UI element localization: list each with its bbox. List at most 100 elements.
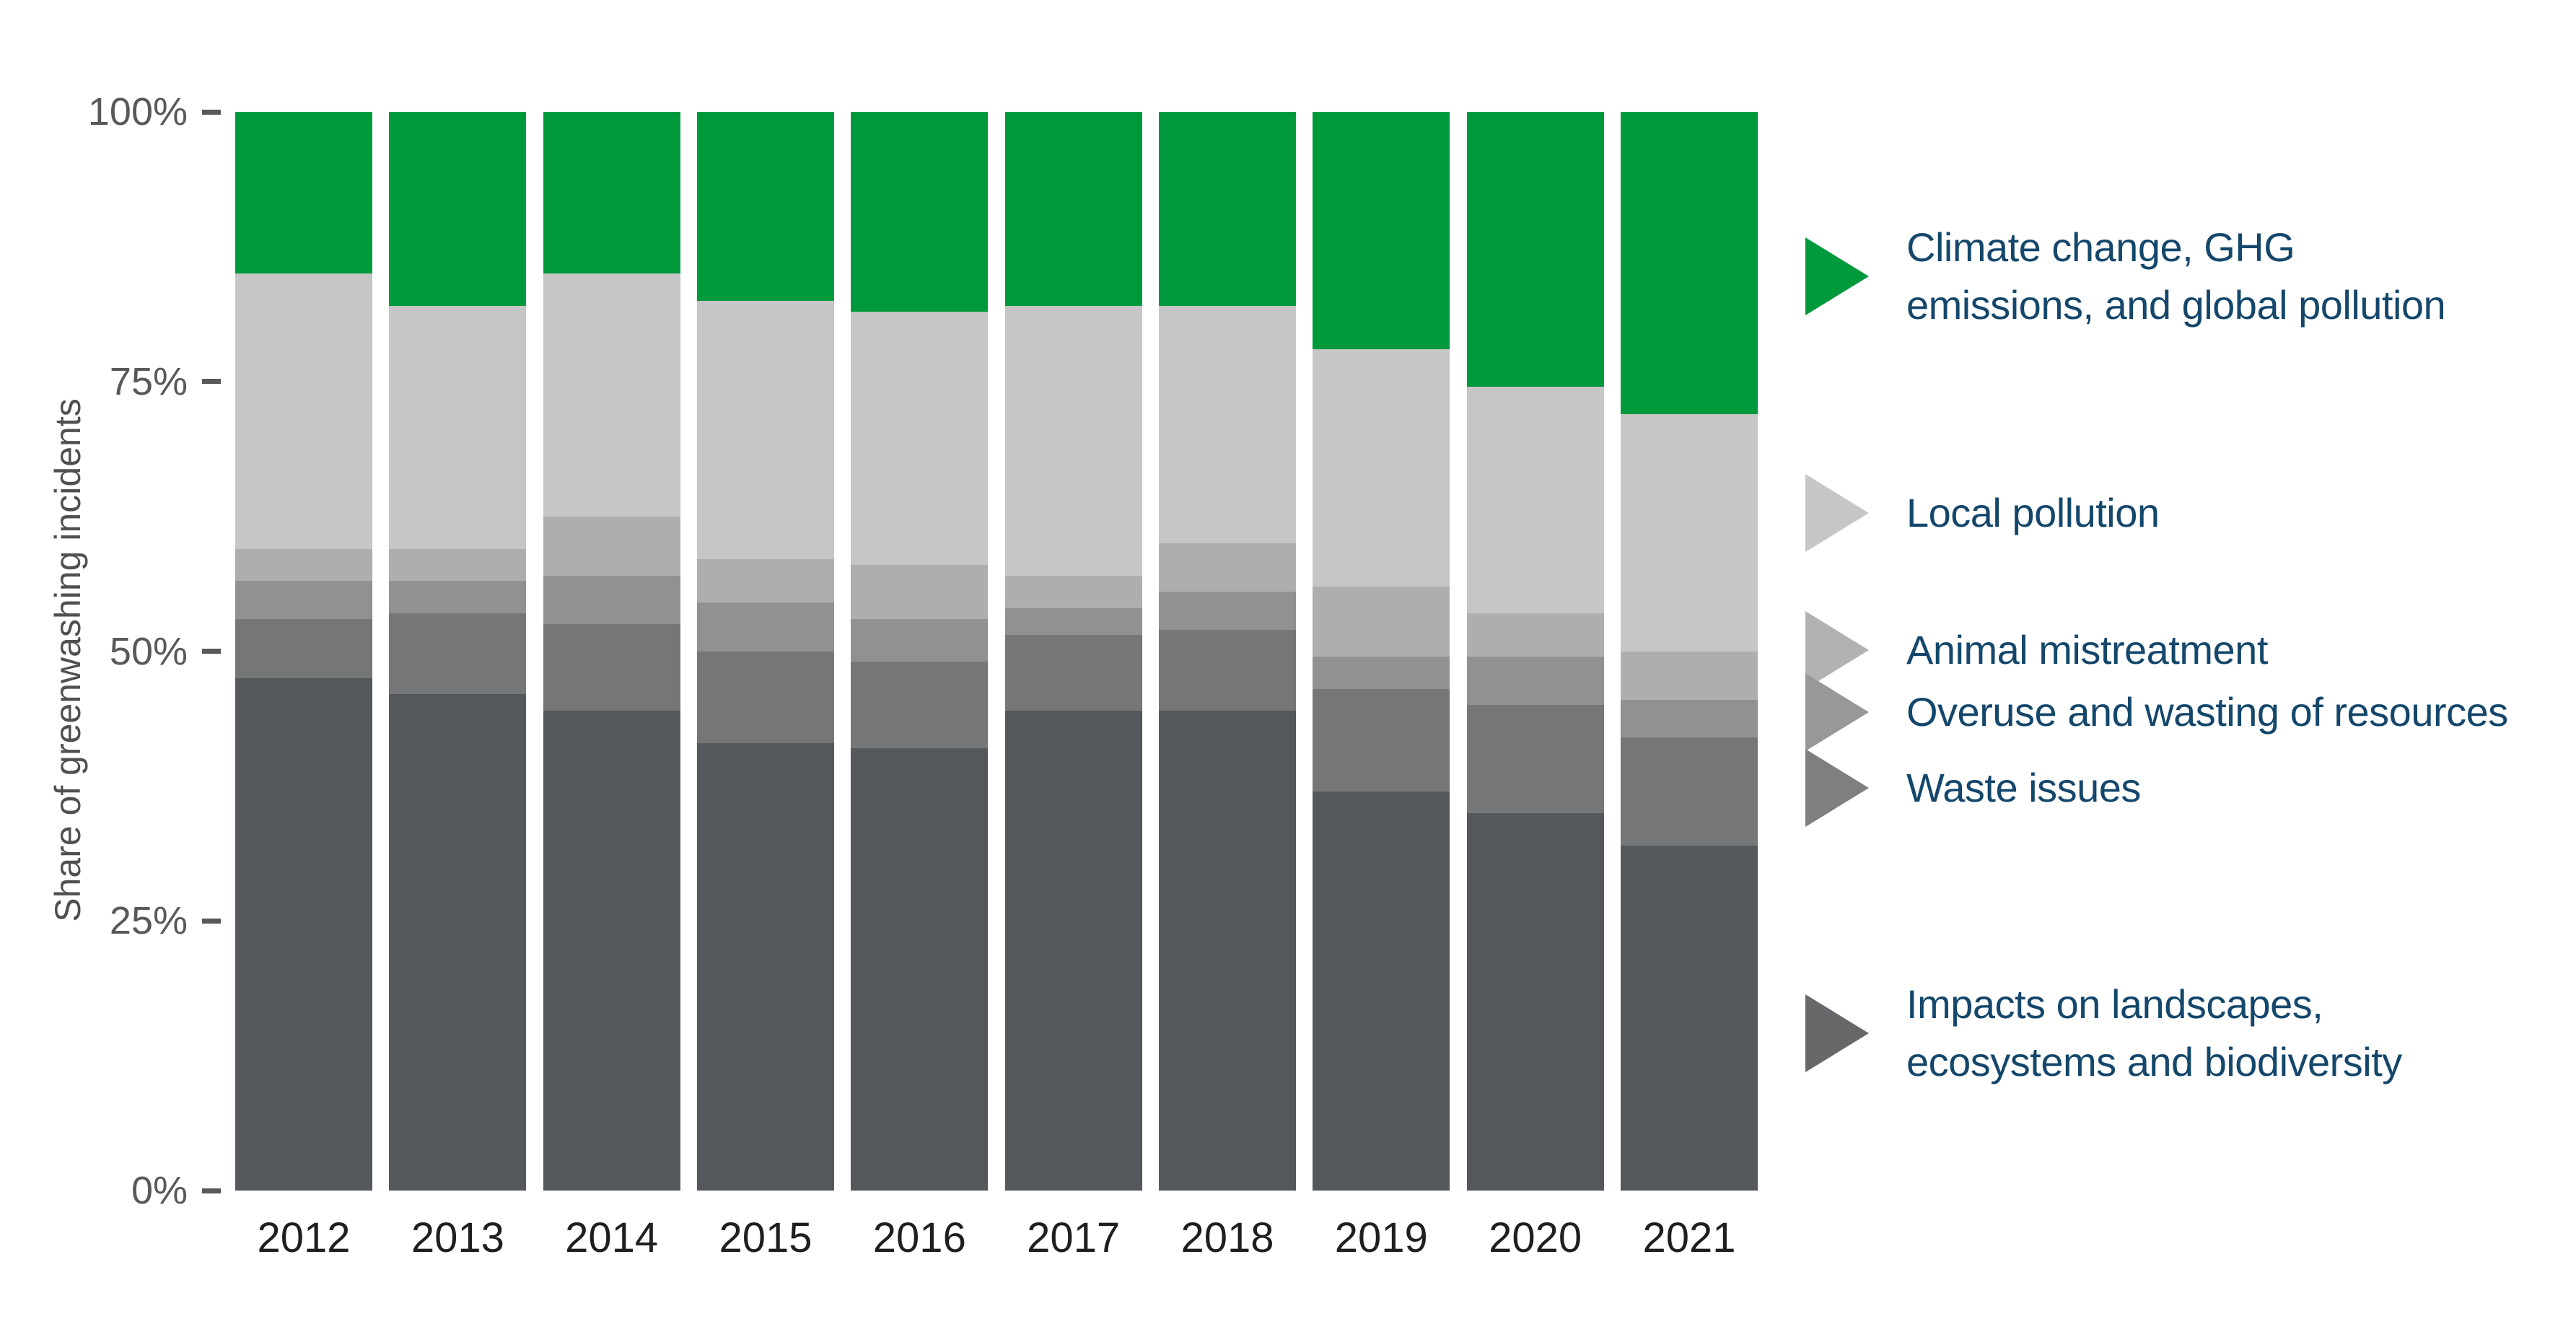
bar-segment — [1466, 705, 1604, 813]
bar-segment — [851, 311, 989, 565]
y-tick-25: 25% — [0, 898, 221, 943]
bar-segment — [543, 273, 680, 517]
bar-segment — [1620, 651, 1758, 700]
bar-segment — [235, 112, 372, 274]
bar-segment — [851, 564, 989, 619]
bar-segment — [1313, 112, 1450, 349]
bar-segment — [851, 618, 989, 662]
legend-triangle-icon — [1805, 673, 1869, 751]
legend-item: Impacts on landscapes, ecosystems and bio… — [1805, 976, 2402, 1091]
y-tick-50: 50% — [0, 629, 221, 674]
x-label-2015: 2015 — [719, 1214, 812, 1261]
x-label-2014: 2014 — [565, 1214, 659, 1261]
bar-segment — [1313, 657, 1450, 689]
y-tick-mark — [202, 379, 221, 385]
y-tick-75: 75% — [0, 359, 221, 404]
legend-label-line: Waste issues — [1906, 765, 2141, 810]
legend-label-line: Overuse and wasting of resources — [1906, 689, 2508, 735]
bar-2018 — [1158, 112, 1296, 1191]
bar-segment — [389, 694, 527, 1191]
bar-segment — [1004, 635, 1142, 711]
legend-label-line: Animal mistreatment — [1906, 627, 2268, 672]
bar-segment — [1158, 112, 1296, 307]
bar-segment — [235, 581, 372, 619]
x-label-2018: 2018 — [1180, 1214, 1274, 1261]
bar-segment — [235, 273, 372, 549]
bar-segment — [1313, 791, 1450, 1191]
legend-triangle-icon — [1805, 749, 1869, 827]
bar-segment — [1004, 112, 1142, 307]
bar-segment — [1466, 387, 1604, 614]
legend-label-line: ecosystems and biodiversity — [1906, 1039, 2402, 1084]
legend-item: Overuse and wasting of resources — [1805, 673, 2508, 751]
bar-segment — [1158, 710, 1296, 1191]
y-tick-label: 50% — [109, 629, 188, 673]
y-tick-label: 100% — [87, 90, 188, 133]
bar-segment — [851, 748, 989, 1191]
legend-triangle-icon — [1805, 994, 1869, 1072]
bar-2016 — [851, 112, 989, 1191]
legend-label: Impacts on landscapes, ecosystems and bio… — [1906, 976, 2402, 1091]
bar-2020 — [1466, 112, 1604, 1191]
x-label-2019: 2019 — [1334, 1214, 1428, 1261]
x-label-2017: 2017 — [1027, 1214, 1121, 1261]
bar-segment — [1466, 613, 1604, 657]
bar-segment — [1158, 629, 1296, 711]
bar-segment — [1466, 812, 1604, 1191]
legend-item: Local pollution — [1805, 474, 2160, 552]
x-label-2020: 2020 — [1489, 1214, 1582, 1261]
bar-segment — [696, 602, 834, 652]
legend-triangle-icon — [1805, 237, 1869, 315]
x-label-2013: 2013 — [411, 1214, 504, 1261]
legend-label: Climate change, GHG emissions, and global… — [1906, 219, 2446, 334]
legend-label: Waste issues — [1906, 759, 2141, 817]
bar-segment — [235, 548, 372, 582]
legend-label-line: Impacts on landscapes, — [1906, 981, 2323, 1027]
y-tick-mark — [202, 1188, 221, 1193]
x-label-2012: 2012 — [257, 1214, 351, 1261]
bar-segment — [389, 548, 527, 582]
legend-item: Waste issues — [1805, 749, 2141, 827]
x-axis-labels: 2012 2013 2014 2015 2016 2017 2018 2019 2020 2021 — [235, 1214, 1758, 1262]
bar-segment — [1158, 543, 1296, 592]
bar-2017 — [1004, 112, 1142, 1191]
y-tick-0: 0% — [0, 1168, 221, 1213]
bar-segment — [235, 618, 372, 678]
legend-label-line: emissions, and global pollution — [1906, 282, 2446, 328]
bar-2019 — [1313, 112, 1450, 1191]
bar-segment — [389, 112, 527, 307]
y-tick-label: 75% — [109, 359, 188, 403]
x-label-2021: 2021 — [1642, 1214, 1736, 1261]
legend-item: Climate change, GHG emissions, and global… — [1805, 219, 2446, 334]
legend-triangle-icon — [1805, 474, 1869, 552]
bar-segment — [851, 112, 989, 312]
bar-segment — [543, 624, 680, 711]
bar-segment — [1004, 306, 1142, 576]
bar-2014 — [543, 112, 680, 1191]
bar-segment — [696, 300, 834, 560]
legend-label: Local pollution — [1906, 484, 2160, 542]
bar-2021 — [1620, 112, 1758, 1191]
bar-segment — [696, 742, 834, 1191]
bar-segment — [1620, 699, 1758, 738]
bar-segment — [235, 678, 372, 1191]
bar-segment — [389, 581, 527, 614]
bar-segment — [1620, 112, 1758, 414]
bar-segment — [1620, 737, 1758, 846]
y-tick-mark — [202, 649, 221, 654]
bar-segment — [389, 306, 527, 549]
bar-segment — [1004, 575, 1142, 608]
bar-segment — [1004, 608, 1142, 636]
x-label-2016: 2016 — [872, 1214, 966, 1261]
bar-segment — [1313, 586, 1450, 657]
legend-label-line: Climate change, GHG — [1906, 224, 2295, 270]
bar-segment — [696, 559, 834, 603]
legend-label: Overuse and wasting of resources — [1906, 683, 2508, 741]
y-tick-label: 0% — [131, 1169, 188, 1212]
bar-segment — [543, 112, 680, 274]
bar-segment — [1004, 710, 1142, 1191]
bar-segment — [389, 613, 527, 695]
y-tick-label: 25% — [109, 899, 188, 943]
bar-2015 — [696, 112, 834, 1191]
bar-segment — [1158, 306, 1296, 544]
